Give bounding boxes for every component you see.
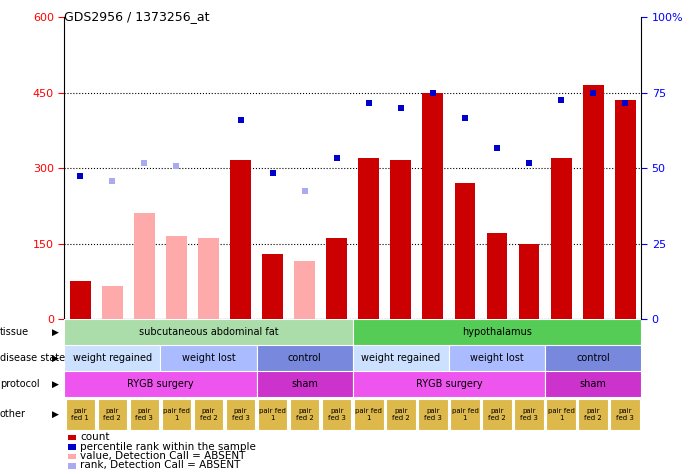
- Bar: [455, 183, 475, 319]
- Text: pair
fed 3: pair fed 3: [520, 408, 538, 421]
- Bar: [352, 371, 545, 397]
- Bar: [547, 399, 576, 430]
- Text: pair
fed 3: pair fed 3: [231, 408, 249, 421]
- Bar: [352, 319, 641, 345]
- Text: pair
fed 3: pair fed 3: [328, 408, 346, 421]
- Bar: [482, 399, 512, 430]
- Text: pair
fed 3: pair fed 3: [135, 408, 153, 421]
- Bar: [166, 236, 187, 319]
- Bar: [130, 399, 159, 430]
- Text: pair fed
1: pair fed 1: [163, 408, 190, 421]
- Bar: [230, 161, 251, 319]
- Text: weight regained: weight regained: [73, 353, 152, 363]
- Text: pair
fed 2: pair fed 2: [585, 408, 602, 421]
- Bar: [64, 319, 352, 345]
- Bar: [258, 399, 287, 430]
- Text: GDS2956 / 1373256_at: GDS2956 / 1373256_at: [64, 10, 210, 23]
- Bar: [102, 286, 123, 319]
- Text: pair
fed 2: pair fed 2: [488, 408, 506, 421]
- Bar: [545, 345, 641, 371]
- Bar: [610, 399, 640, 430]
- Bar: [322, 399, 352, 430]
- Bar: [198, 238, 219, 319]
- Text: other: other: [0, 409, 26, 419]
- Bar: [451, 399, 480, 430]
- Bar: [162, 399, 191, 430]
- Text: control: control: [287, 353, 321, 363]
- Bar: [359, 158, 379, 319]
- Text: hypothalamus: hypothalamus: [462, 327, 532, 337]
- Bar: [615, 100, 636, 319]
- Bar: [70, 281, 91, 319]
- Bar: [486, 234, 507, 319]
- Bar: [449, 345, 545, 371]
- Text: rank, Detection Call = ABSENT: rank, Detection Call = ABSENT: [80, 460, 240, 471]
- Bar: [160, 345, 256, 371]
- Text: pair fed
1: pair fed 1: [355, 408, 382, 421]
- Bar: [134, 213, 155, 319]
- Bar: [193, 399, 223, 430]
- Text: ▶: ▶: [52, 328, 59, 337]
- Text: control: control: [576, 353, 610, 363]
- Text: weight lost: weight lost: [470, 353, 524, 363]
- Text: count: count: [80, 432, 110, 442]
- Bar: [354, 399, 384, 430]
- Text: pair
fed 2: pair fed 2: [392, 408, 410, 421]
- Bar: [519, 244, 540, 319]
- Bar: [422, 92, 444, 319]
- Text: tissue: tissue: [0, 327, 29, 337]
- Bar: [326, 238, 347, 319]
- Bar: [294, 261, 315, 319]
- Bar: [66, 399, 95, 430]
- Text: percentile rank within the sample: percentile rank within the sample: [80, 441, 256, 452]
- Text: pair
fed 2: pair fed 2: [296, 408, 314, 421]
- Bar: [514, 399, 544, 430]
- Text: sham: sham: [580, 379, 607, 389]
- Bar: [64, 345, 160, 371]
- Text: pair
fed 3: pair fed 3: [424, 408, 442, 421]
- Text: pair
fed 2: pair fed 2: [200, 408, 218, 421]
- Bar: [578, 399, 608, 430]
- Text: ▶: ▶: [52, 380, 59, 389]
- Bar: [390, 161, 411, 319]
- Text: subcutaneous abdominal fat: subcutaneous abdominal fat: [139, 327, 278, 337]
- Bar: [418, 399, 448, 430]
- Text: sham: sham: [291, 379, 318, 389]
- Text: disease state: disease state: [0, 353, 65, 363]
- Bar: [583, 85, 603, 319]
- Text: RYGB surgery: RYGB surgery: [127, 379, 193, 389]
- Text: pair fed
1: pair fed 1: [548, 408, 574, 421]
- Text: pair fed
1: pair fed 1: [259, 408, 286, 421]
- Bar: [352, 345, 449, 371]
- Text: value, Detection Call = ABSENT: value, Detection Call = ABSENT: [80, 451, 245, 461]
- Text: ▶: ▶: [52, 354, 59, 363]
- Bar: [256, 345, 353, 371]
- Bar: [290, 399, 319, 430]
- Bar: [545, 371, 641, 397]
- Text: weight regained: weight regained: [361, 353, 440, 363]
- Text: pair
fed 3: pair fed 3: [616, 408, 634, 421]
- Bar: [262, 254, 283, 319]
- Text: RYGB surgery: RYGB surgery: [415, 379, 482, 389]
- Bar: [64, 371, 256, 397]
- Text: ▶: ▶: [52, 410, 59, 419]
- Bar: [386, 399, 415, 430]
- Bar: [97, 399, 127, 430]
- Bar: [256, 371, 353, 397]
- Bar: [226, 399, 255, 430]
- Text: pair fed
1: pair fed 1: [451, 408, 478, 421]
- Text: pair
fed 2: pair fed 2: [104, 408, 121, 421]
- Text: weight lost: weight lost: [182, 353, 236, 363]
- Text: protocol: protocol: [0, 379, 39, 389]
- Bar: [551, 158, 571, 319]
- Text: pair
fed 1: pair fed 1: [71, 408, 89, 421]
